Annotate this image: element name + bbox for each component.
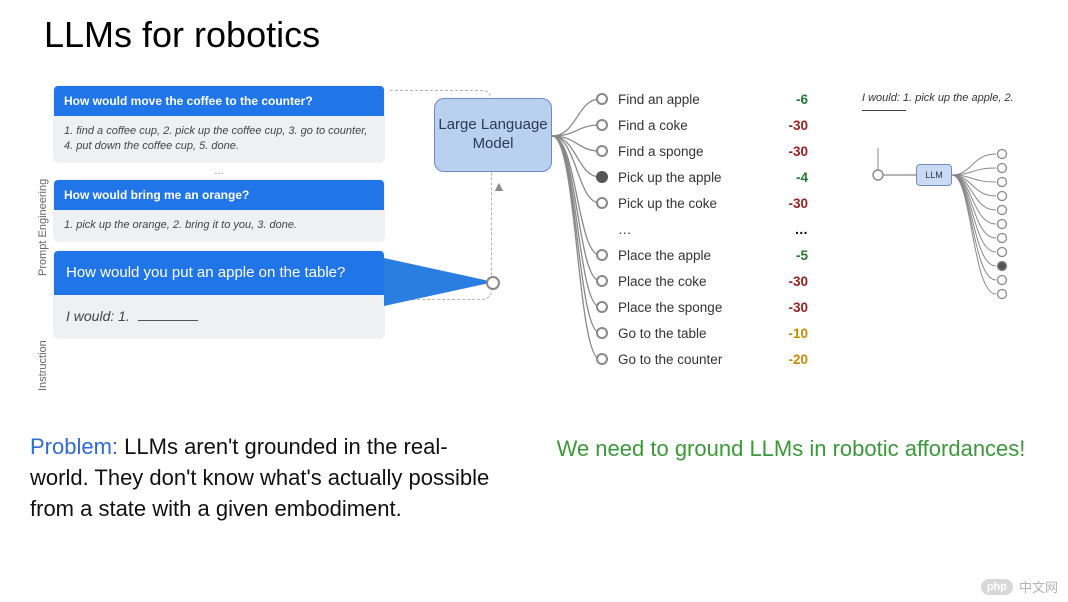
beam-icon	[384, 258, 504, 318]
action-score: -30	[768, 118, 808, 133]
action-node-icon	[596, 171, 608, 183]
action-node-icon	[596, 93, 608, 105]
input-node-icon	[486, 276, 500, 290]
action-label: Place the sponge	[618, 300, 768, 315]
action-list: Find an apple-6Find a coke-30Find a spon…	[596, 86, 808, 372]
action-label: Go to the counter	[618, 352, 768, 367]
action-node-icon	[596, 119, 608, 131]
action-node-icon	[596, 197, 608, 209]
ar-underline	[862, 110, 906, 111]
page-title: LLMs for robotics	[44, 14, 320, 56]
watermark-text: 中文网	[1019, 577, 1058, 596]
action-row: ……	[596, 216, 808, 242]
prompt-a: 1. find a coffee cup, 2. pick up the cof…	[54, 116, 384, 162]
action-label: Find a sponge	[618, 144, 768, 159]
action-row: Place the apple-5	[596, 242, 808, 268]
action-score: -30	[768, 300, 808, 315]
prompt-q: How would bring me an orange?	[54, 180, 384, 210]
action-row: Place the sponge-30	[596, 294, 808, 320]
action-row: Find a sponge-30	[596, 138, 808, 164]
action-node-icon	[596, 145, 608, 157]
action-label: Pick up the coke	[618, 196, 768, 211]
action-score: -30	[768, 274, 808, 289]
instruction-q: How would you put an apple on the table?	[54, 251, 384, 295]
ar-fan-icon	[862, 148, 1052, 318]
action-node-icon	[596, 353, 608, 365]
autoregressive-diagram: I would: 1. pick up the apple, 2. LLM	[862, 92, 1052, 111]
action-label: Pick up the apple	[618, 170, 768, 185]
problem-lead: Problem:	[30, 434, 118, 459]
llm-box: Large Language Model	[434, 98, 552, 172]
action-node-icon	[596, 327, 608, 339]
instruction-a: I would: 1.	[54, 295, 384, 338]
action-label: Find a coke	[618, 118, 768, 133]
action-label: Find an apple	[618, 92, 768, 107]
action-score: -20	[768, 352, 808, 367]
action-score: -5	[768, 248, 808, 263]
instruction-blank	[138, 320, 198, 321]
action-row: Go to the counter-20	[596, 346, 808, 372]
action-label: Place the coke	[618, 274, 768, 289]
action-score: -30	[768, 196, 808, 211]
llm-small-box: LLM	[916, 164, 952, 186]
prompt-column: Prompt Engineering Instruction How would…	[34, 86, 404, 338]
instruction-panel: How would you put an apple on the table?…	[54, 251, 384, 338]
action-score: -30	[768, 144, 808, 159]
prompt-example-2: How would bring me an orange? 1. pick up…	[54, 180, 384, 241]
ar-caption: I would: 1. pick up the apple, 2.	[862, 92, 1052, 106]
action-score: …	[768, 222, 808, 237]
affordance-text: We need to ground LLMs in robotic afford…	[556, 434, 1026, 465]
watermark: php 中文网	[981, 577, 1058, 596]
action-node-icon	[596, 301, 608, 313]
action-score: -6	[768, 92, 808, 107]
action-row: Pick up the apple-4	[596, 164, 808, 190]
action-row: Place the coke-30	[596, 268, 808, 294]
prompt-engineering-label: Prompt Engineering	[37, 179, 49, 276]
problem-text: Problem: LLMs aren't grounded in the rea…	[30, 432, 490, 524]
watermark-pill: php	[981, 579, 1013, 595]
action-row: Go to the table-10	[596, 320, 808, 346]
prompt-ellipsis: ...	[34, 162, 404, 180]
action-score: -4	[768, 170, 808, 185]
action-node-icon	[596, 275, 608, 287]
prompt-q: How would move the coffee to the counter…	[54, 86, 384, 116]
dashed-arrow-icon: ▲	[492, 178, 506, 194]
instruction-label: Instruction	[37, 340, 49, 391]
action-score: -10	[768, 326, 808, 341]
action-row: Find a coke-30	[596, 112, 808, 138]
instruction-a-prefix: I would: 1.	[66, 308, 130, 324]
prompt-example-1: How would move the coffee to the counter…	[54, 86, 384, 162]
action-label: Place the apple	[618, 248, 768, 263]
action-row: Pick up the coke-30	[596, 190, 808, 216]
action-label: …	[618, 222, 768, 237]
action-row: Find an apple-6	[596, 86, 808, 112]
action-label: Go to the table	[618, 326, 768, 341]
action-node-icon	[596, 249, 608, 261]
prompt-a: 1. pick up the orange, 2. bring it to yo…	[54, 210, 384, 241]
